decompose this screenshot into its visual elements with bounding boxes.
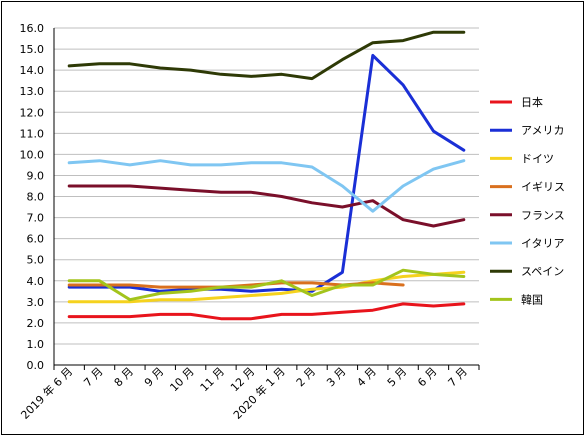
y-tick-label: 4.0 bbox=[27, 275, 45, 288]
y-tick-label: 12.0 bbox=[20, 106, 45, 119]
y-tick-label: 0.0 bbox=[27, 359, 45, 372]
legend-label: ドイツ bbox=[521, 152, 554, 165]
x-tick-label: 2019 年 6 月 bbox=[18, 364, 76, 422]
legend-label: フランス bbox=[521, 209, 565, 222]
x-tick-label: 10 月 bbox=[167, 365, 196, 394]
x-tick-label: 6 月 bbox=[415, 365, 439, 389]
x-tick-label: 7 月 bbox=[81, 365, 105, 389]
x-tick-label: 4 月 bbox=[354, 365, 378, 389]
y-tick-label: 6.0 bbox=[27, 233, 45, 246]
legend-label: イタリア bbox=[521, 237, 565, 250]
y-tick-label: 8.0 bbox=[27, 191, 45, 204]
y-tick-label: 15.0 bbox=[20, 43, 45, 56]
y-tick-label: 13.0 bbox=[20, 85, 45, 98]
legend-label: 日本 bbox=[521, 95, 543, 109]
x-tick-label: 2 月 bbox=[294, 365, 318, 389]
y-tick-label: 9.0 bbox=[27, 169, 45, 182]
series-line bbox=[67, 184, 466, 228]
legend-label: スペイン bbox=[521, 265, 564, 278]
series-line bbox=[67, 53, 466, 293]
y-tick-label: 1.0 bbox=[27, 338, 45, 351]
x-tick-label: 9 月 bbox=[142, 365, 166, 389]
y-tick-label: 2.0 bbox=[27, 317, 45, 330]
series-line bbox=[67, 30, 466, 81]
y-tick-label: 14.0 bbox=[20, 64, 45, 77]
series-line bbox=[67, 268, 466, 302]
y-tick-label: 5.0 bbox=[27, 254, 45, 267]
y-tick-label: 7.0 bbox=[27, 212, 45, 225]
x-tick-label: 11 月 bbox=[198, 365, 227, 394]
legend-label: イギリス bbox=[521, 181, 565, 194]
series-line bbox=[67, 302, 466, 321]
x-tick-label: 3 月 bbox=[324, 365, 348, 389]
x-tick-label: 5 月 bbox=[385, 365, 409, 389]
series-line bbox=[67, 270, 466, 304]
y-tick-label: 3.0 bbox=[27, 296, 45, 309]
x-tick-label: 8 月 bbox=[112, 365, 136, 389]
y-tick-label: 11.0 bbox=[20, 127, 45, 140]
legend-label: 韓国 bbox=[521, 293, 543, 306]
y-tick-label: 16.0 bbox=[20, 22, 45, 35]
series-line bbox=[67, 159, 466, 213]
x-tick-label: 7 月 bbox=[446, 365, 470, 389]
x-tick-label: 2020 年 1 月 bbox=[230, 364, 288, 422]
legend-label: アメリカ bbox=[521, 124, 564, 137]
y-tick-label: 10.0 bbox=[20, 148, 45, 161]
